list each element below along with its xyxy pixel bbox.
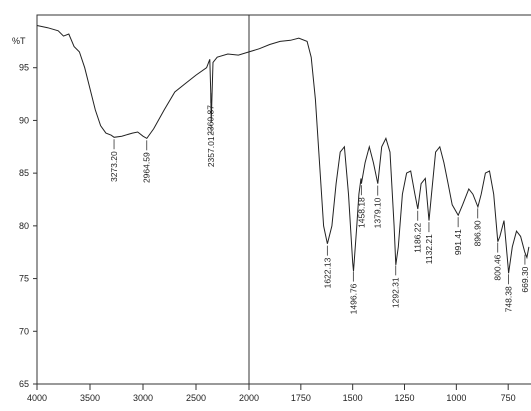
x-tick-label: 1250 — [394, 393, 414, 403]
x-tick-label: 750 — [501, 393, 516, 403]
peak-label: 2357.01 — [206, 136, 216, 167]
x-tick-label: 3500 — [80, 393, 100, 403]
y-tick-label: 85 — [19, 168, 29, 178]
y-axis-label: %T — [12, 36, 26, 46]
x-tick-label: 1750 — [291, 393, 311, 403]
peak-label: 896.90 — [473, 220, 483, 246]
peak-label: 991.41 — [453, 229, 463, 255]
y-tick-label: 65 — [19, 379, 29, 389]
peak-label: 1496.76 — [348, 283, 358, 314]
spectrum-line — [36, 25, 530, 274]
peak-label: 1132.21 — [424, 234, 434, 264]
peak-label: 800.46 — [493, 254, 503, 280]
x-tick-label: 4000 — [27, 393, 47, 403]
peak-label: 2964.59 — [142, 152, 152, 183]
y-tick-label: 70 — [19, 326, 29, 336]
peak-label: 1622.13 — [322, 257, 332, 288]
y-tick-label: 75 — [19, 274, 29, 284]
x-tick-label: 3000 — [133, 393, 153, 403]
peak-label: 669.30 — [520, 266, 530, 292]
x-tick-label: 2500 — [186, 393, 206, 403]
x-tick-label: 2000 — [239, 393, 259, 403]
y-tick-label: 80 — [19, 221, 29, 231]
peak-label: 3273.20 — [109, 151, 119, 182]
peak-label: 2360.87 — [206, 105, 216, 136]
peak-label: 1186.22 — [413, 222, 423, 252]
y-tick-label: 90 — [19, 115, 29, 125]
x-tick-label: 1000 — [446, 393, 466, 403]
peak-label: 1379.10 — [373, 197, 383, 228]
peak-label: 1458.18 — [356, 197, 366, 228]
plot-frame — [36, 14, 531, 385]
peak-label: 748.38 — [504, 286, 514, 312]
peak-label: 1292.31 — [391, 277, 401, 308]
y-tick-label: 95 — [19, 63, 29, 73]
x-tick-label: 1500 — [343, 393, 363, 403]
